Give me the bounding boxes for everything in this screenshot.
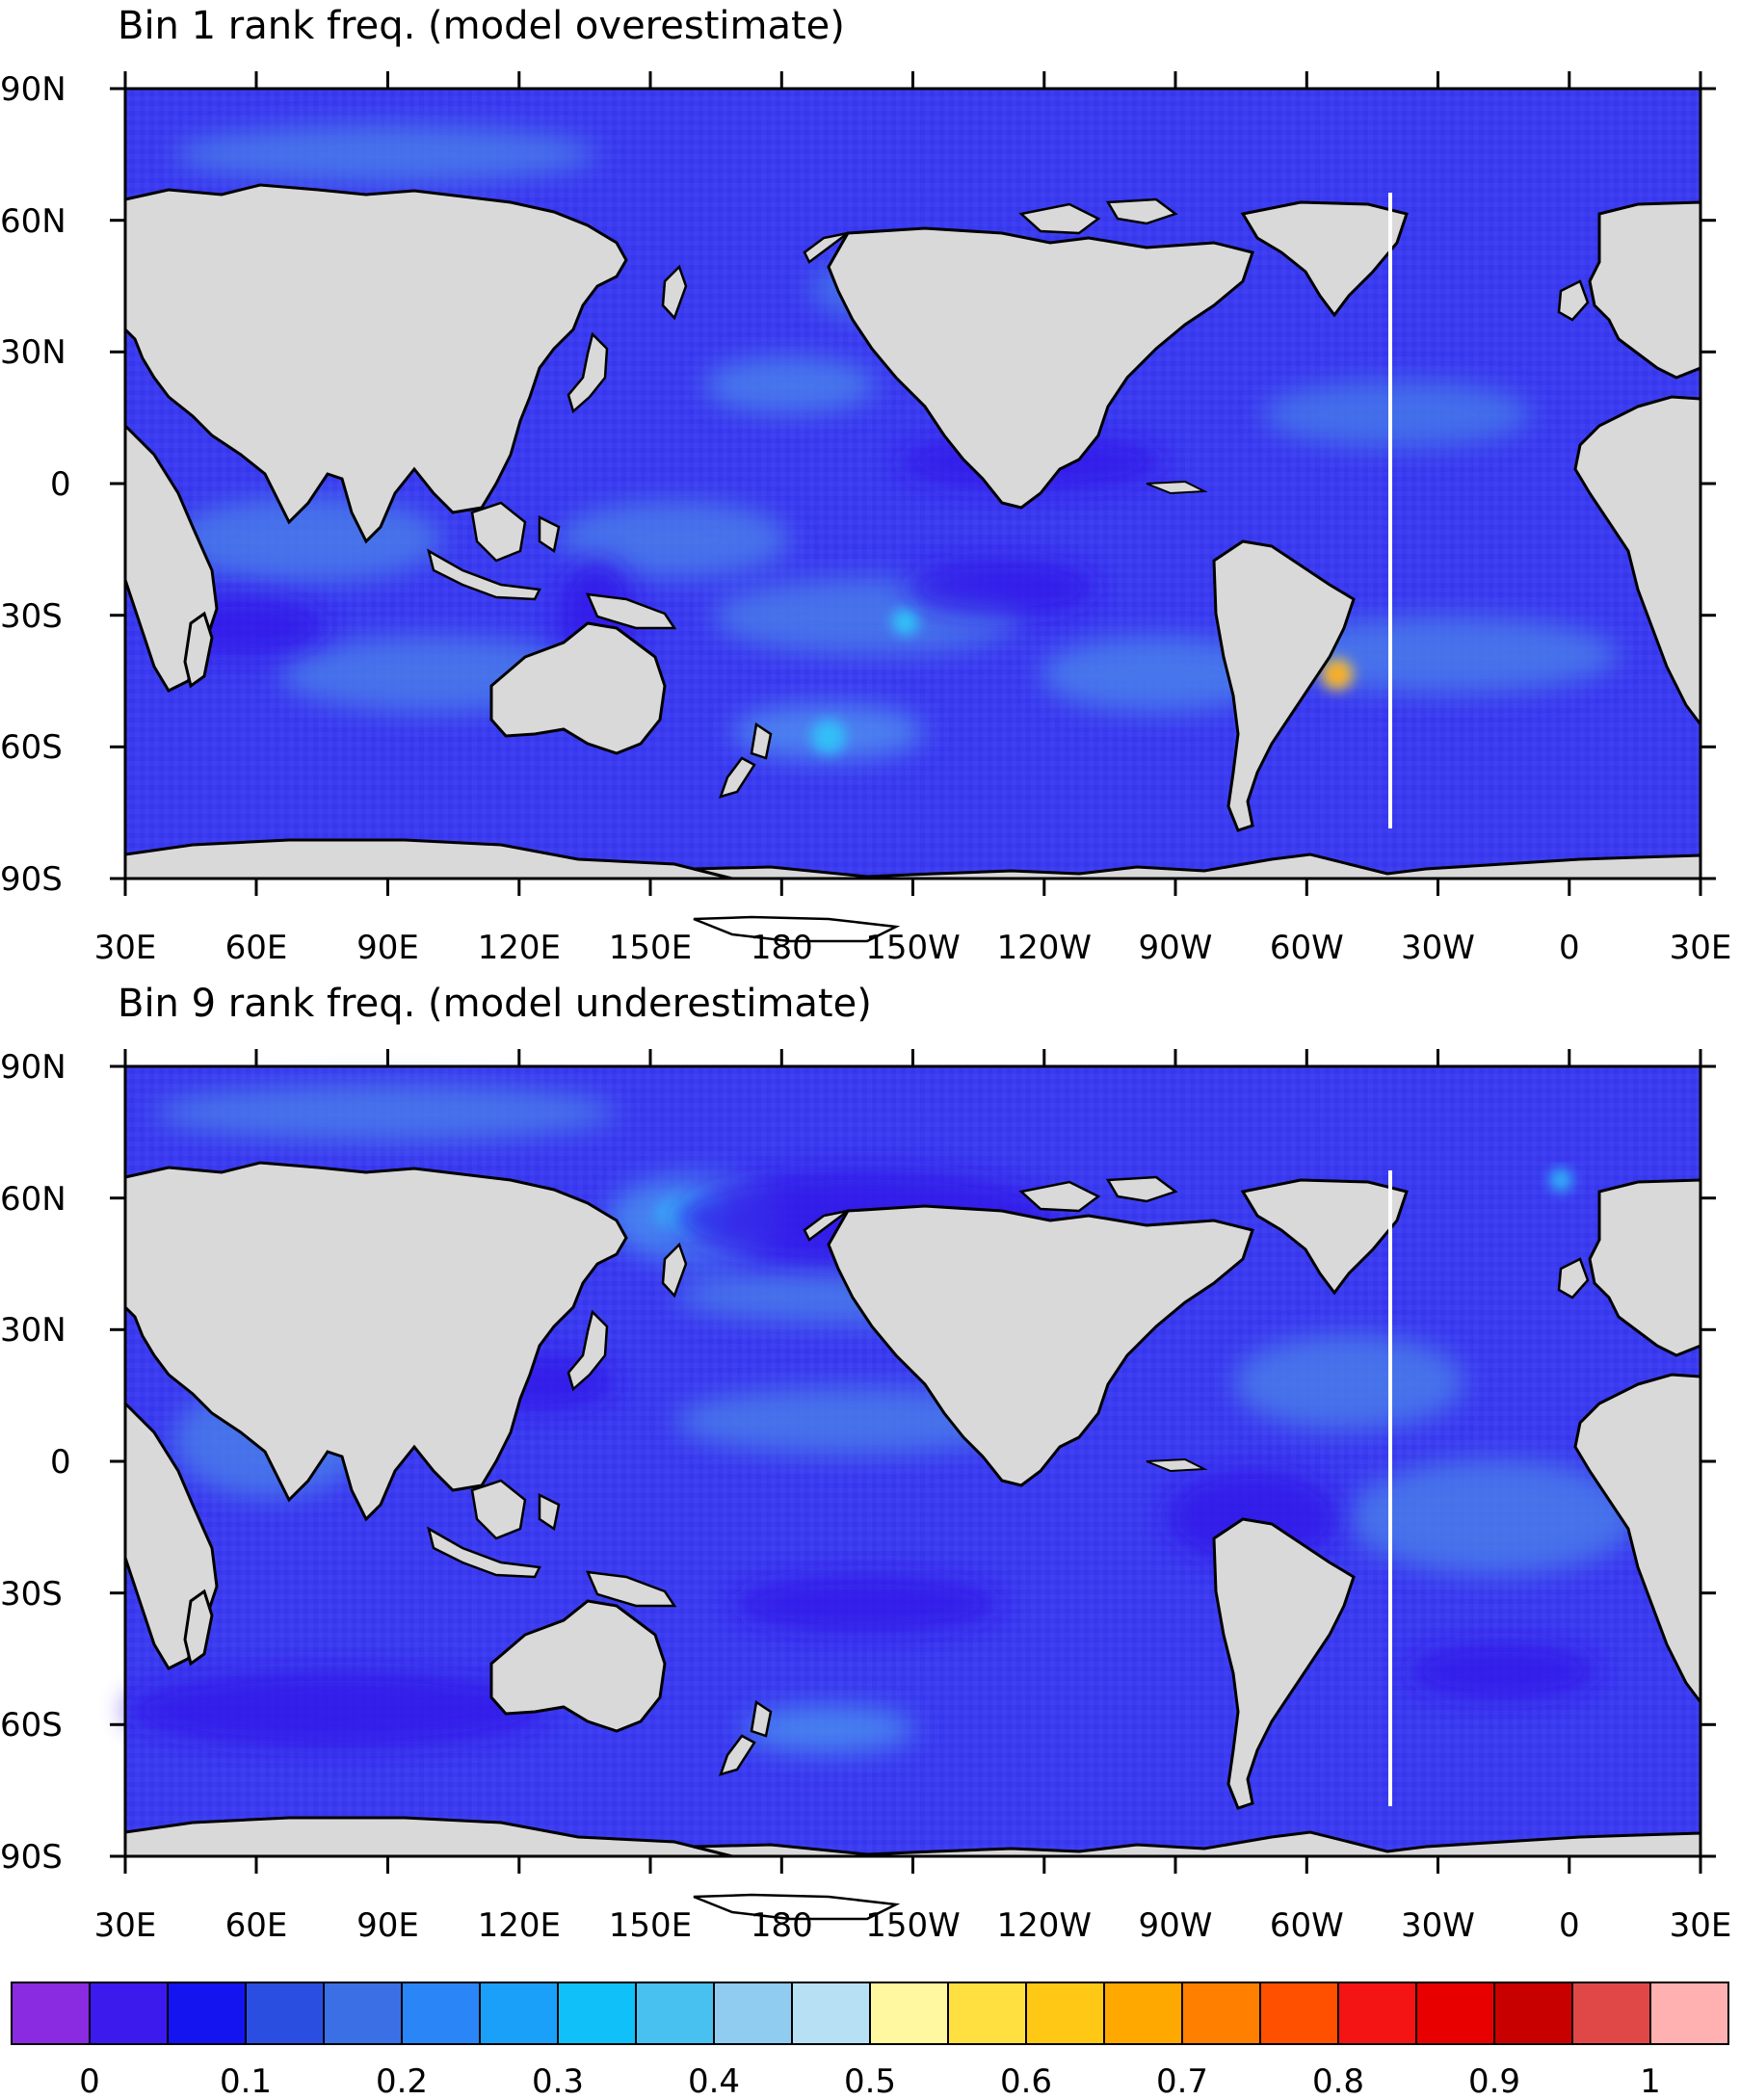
lat-label: 60S (0, 728, 63, 767)
lon-label: 90W (1139, 1906, 1213, 1945)
lat-label: 30S (0, 1575, 63, 1614)
colorbar-swatch (11, 1982, 91, 2045)
colorbar-swatches (11, 1982, 1729, 2045)
lon-label: 60W (1270, 1906, 1344, 1945)
lat-axis: 90N 60N 30N 0 30S 60S 90S (0, 70, 1716, 899)
map-area (123, 1064, 1702, 1921)
lon-label: 180 (751, 1906, 813, 1945)
colorbar-label: 0.9 (1468, 2062, 1520, 2100)
colorbar-swatch (791, 1982, 871, 2045)
colorbar-swatch (635, 1982, 715, 2045)
colorbar-label: 0.4 (688, 2062, 740, 2100)
panel-title: Bin 9 rank freq. (model underestimate) (118, 982, 872, 1026)
colorbar-label: 1 (1640, 2062, 1661, 2100)
colorbar-swatch (89, 1982, 169, 2045)
lon-label: 150W (865, 1906, 961, 1945)
lon-label: 30W (1401, 1906, 1475, 1945)
colorbar-swatch (947, 1982, 1027, 2045)
colorbar-swatch (1181, 1982, 1261, 2045)
colorbar-label: 0.2 (376, 2062, 428, 2100)
lat-axis: 90N 60N 30N 0 30S 60S 90S (0, 1048, 1716, 1877)
lon-label: 90W (1139, 929, 1213, 967)
lon-label: 30E (94, 929, 157, 967)
colorbar-swatch (713, 1982, 793, 2045)
lat-label: 60N (0, 202, 66, 241)
lat-label: 60N (0, 1180, 66, 1219)
lon-label: 0 (1559, 1906, 1580, 1945)
map-area (123, 87, 1702, 943)
lon-label: 150E (609, 1906, 692, 1945)
lon-label: 30E (94, 1906, 157, 1945)
lon-label: 150E (609, 929, 692, 967)
lon-label: 60E (225, 929, 288, 967)
colorbar-swatch (1493, 1982, 1573, 2045)
lat-label: 90N (0, 70, 66, 109)
lat-label: 30N (0, 1311, 66, 1350)
lon-label: 120E (478, 929, 561, 967)
colorbar-swatch (557, 1982, 637, 2045)
lat-label: 90N (0, 1048, 66, 1087)
colorbar-swatch (1415, 1982, 1495, 2045)
colorbar-swatch (1103, 1982, 1183, 2045)
lat-label: 90S (0, 1838, 63, 1877)
colorbar: 0 0.1 0.2 0.3 0.4 0.5 0.6 0.7 0.8 0.9 1 (11, 1982, 1729, 2100)
lon-label: 120W (997, 929, 1093, 967)
lon-axis: 30E 60E 90E 120E 150E 180 150W 120W 90W … (94, 1049, 1732, 1945)
lon-axis: 30E 60E 90E 120E 150E 180 150W 120W 90W … (94, 71, 1732, 967)
colorbar-swatch (245, 1982, 325, 2045)
lon-label: 30E (1670, 1906, 1732, 1945)
colorbar-label: 0.1 (220, 2062, 272, 2100)
colorbar-swatch (167, 1982, 247, 2045)
colorbar-swatch (1025, 1982, 1105, 2045)
colorbar-labels: 0 0.1 0.2 0.3 0.4 0.5 0.6 0.7 0.8 0.9 1 (79, 2062, 1661, 2100)
colorbar-swatch (479, 1982, 559, 2045)
lat-label: 0 (50, 1443, 71, 1482)
lat-label: 90S (0, 860, 63, 899)
lon-label: 120W (997, 1906, 1093, 1945)
colorbar-swatch (323, 1982, 403, 2045)
panel-1: Bin 1 rank freq. (model overestimate) (0, 4, 1731, 967)
colorbar-label: 0.8 (1312, 2062, 1364, 2100)
panel-title: Bin 1 rank freq. (model overestimate) (118, 4, 845, 48)
lat-label: 30N (0, 333, 66, 372)
colorbar-swatch (401, 1982, 481, 2045)
colorbar-swatch (869, 1982, 949, 2045)
lat-label: 60S (0, 1706, 63, 1745)
colorbar-swatch (1337, 1982, 1417, 2045)
colorbar-label: 0 (79, 2062, 100, 2100)
colorbar-label: 0.7 (1156, 2062, 1208, 2100)
colorbar-swatch (1649, 1982, 1729, 2045)
lat-label: 0 (50, 465, 71, 504)
lat-label: 30S (0, 597, 63, 636)
lon-label: 90E (356, 1906, 419, 1945)
lon-label: 120E (478, 1906, 561, 1945)
panel-2: Bin 9 rank freq. (model underestimate) (0, 982, 1731, 1945)
lon-label: 30W (1401, 929, 1475, 967)
lon-label: 0 (1559, 929, 1580, 967)
lon-label: 150W (865, 929, 961, 967)
colorbar-label: 0.6 (1000, 2062, 1052, 2100)
lon-label: 30E (1670, 929, 1732, 967)
colorbar-swatch (1571, 1982, 1651, 2045)
lon-label: 180 (751, 929, 813, 967)
lon-label: 60E (225, 1906, 288, 1945)
colorbar-label: 0.5 (844, 2062, 896, 2100)
lon-label: 90E (356, 929, 419, 967)
colorbar-swatch (1259, 1982, 1339, 2045)
lon-label: 60W (1270, 929, 1344, 967)
colorbar-label: 0.3 (532, 2062, 584, 2100)
